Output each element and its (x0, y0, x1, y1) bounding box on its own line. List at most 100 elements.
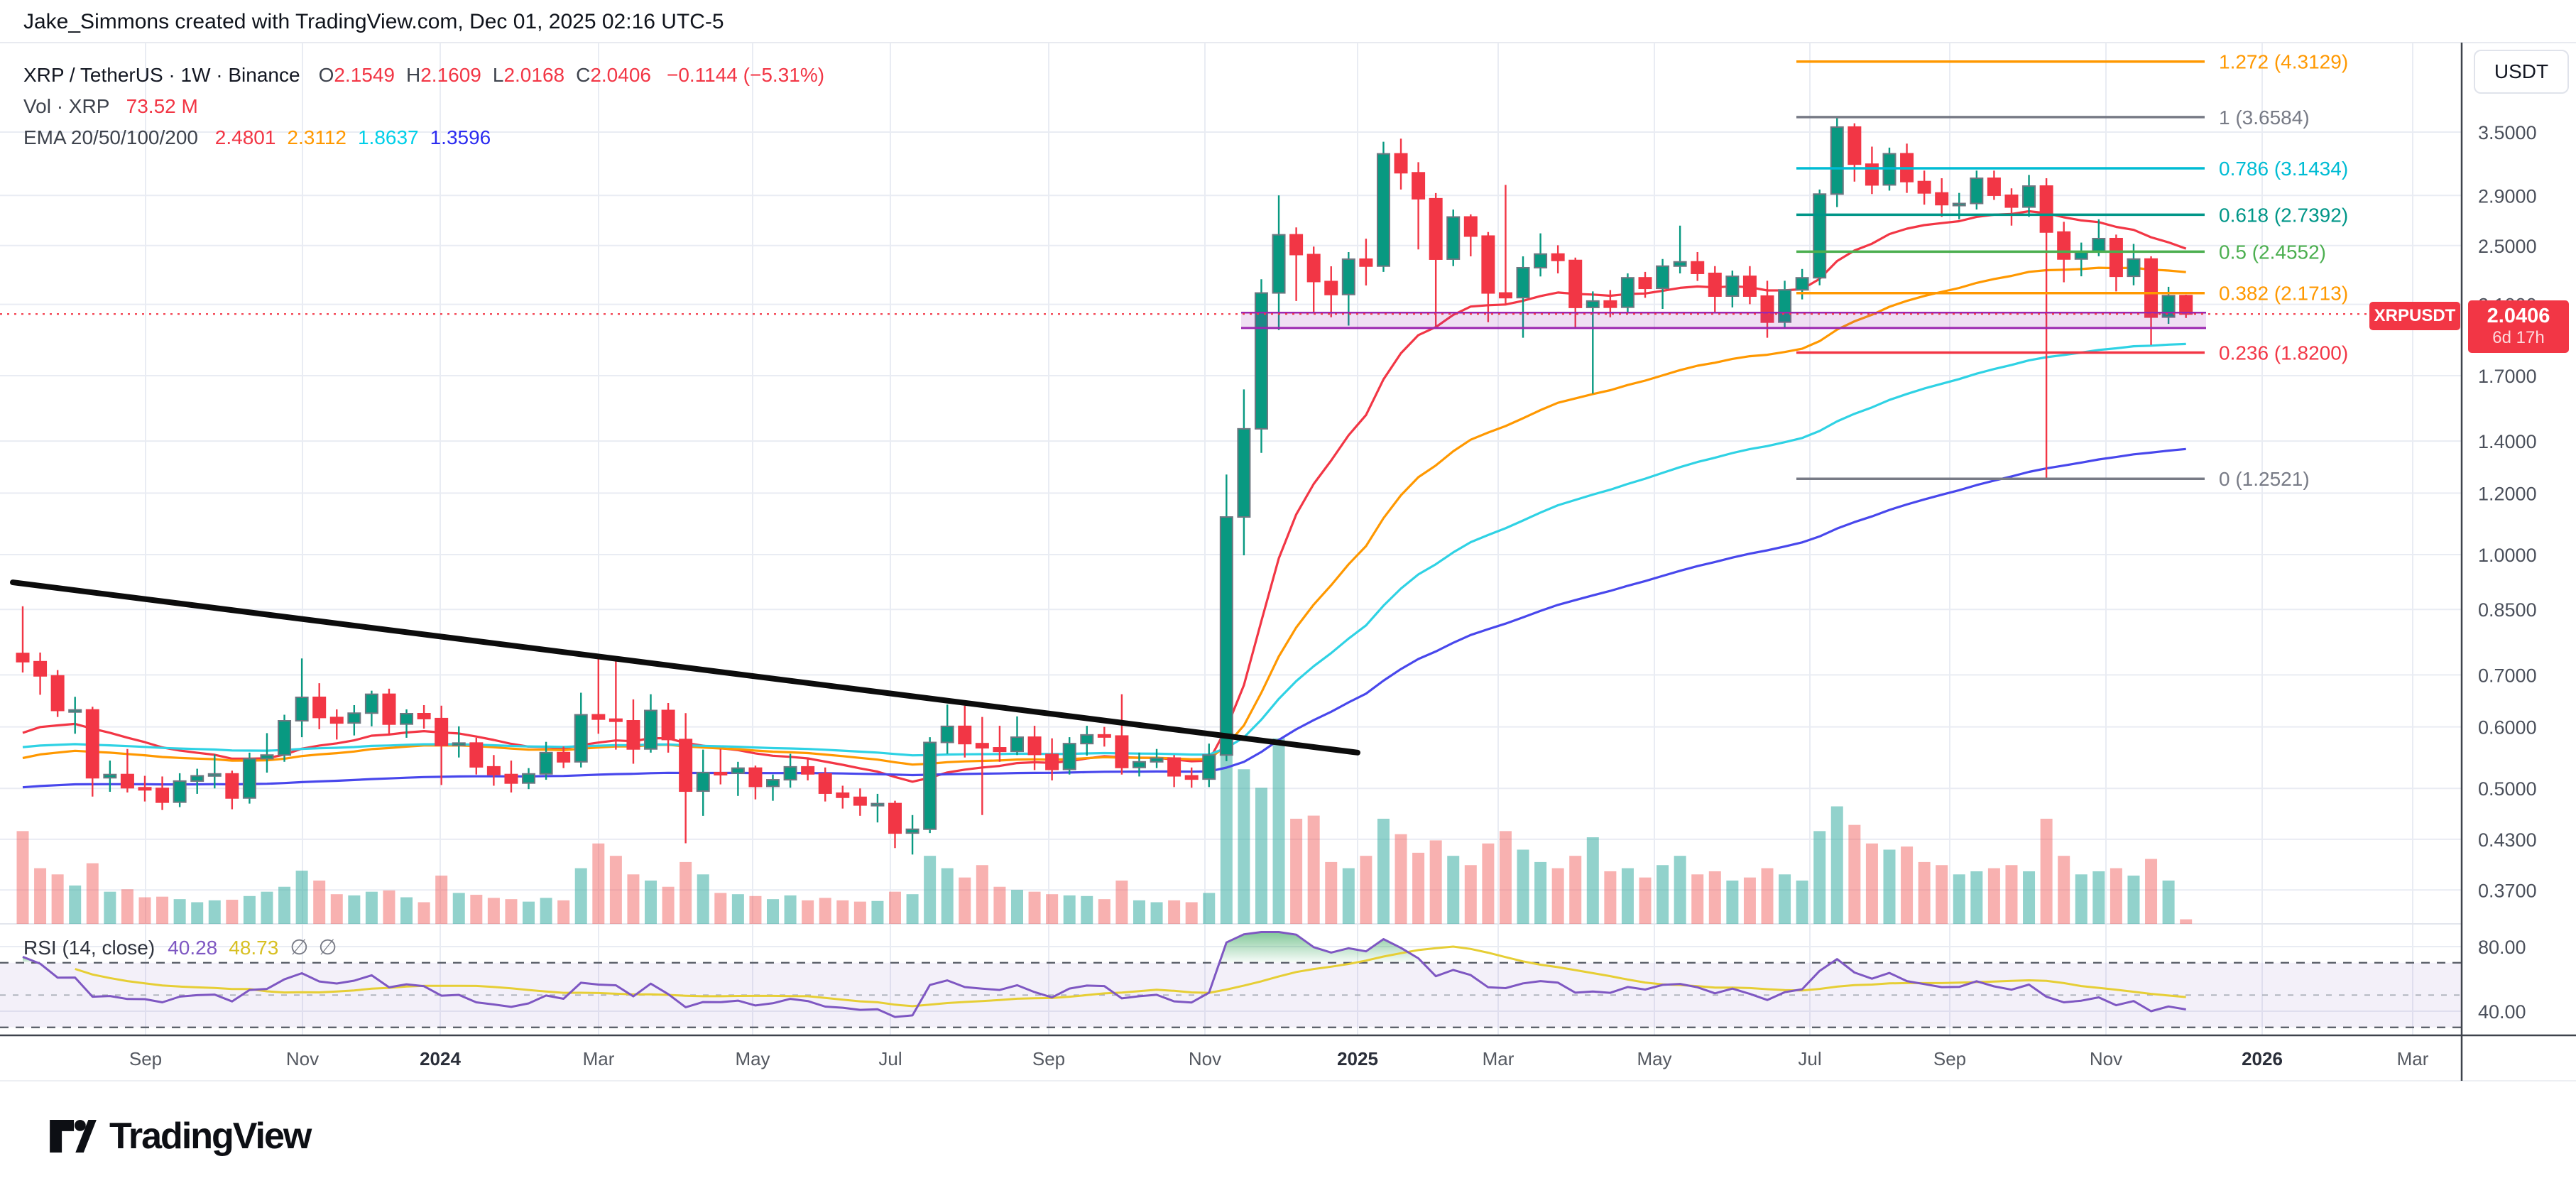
candle-body (940, 725, 954, 743)
volume-bar (574, 868, 587, 924)
candle-body (1324, 280, 1338, 295)
volume-bar (1936, 865, 1948, 924)
volume-bar (348, 895, 361, 924)
volume-bar (261, 891, 273, 924)
volume-bar (557, 900, 570, 924)
ema-layer (22, 209, 2187, 789)
candle-body (905, 828, 919, 834)
volume-bar (697, 874, 709, 924)
candle-body (68, 709, 82, 713)
volume-bar (104, 891, 116, 924)
volume-bar (278, 886, 291, 924)
candle-body (486, 766, 501, 775)
volume-bar (1586, 837, 1599, 924)
candle-body (539, 751, 553, 775)
price-tick-label: 3.5000 (2478, 122, 2537, 143)
volume-bar (365, 891, 378, 924)
volume-bar (1046, 894, 1059, 924)
volume-bar (627, 874, 640, 924)
volume-bar (313, 881, 326, 924)
volume-bar (714, 893, 727, 924)
candle-body (748, 767, 763, 788)
candle-body (1935, 192, 1949, 206)
trendline[interactable] (10, 579, 1360, 756)
candle-body (1341, 258, 1355, 295)
volume-bar (1813, 831, 1826, 924)
candle-body (1062, 743, 1076, 770)
time-axis-labels: Sep Nov 2024 Mar May Jul Sep Nov 2025 Mar May Jul Se… (129, 1048, 2429, 1069)
time-tick-label: May (735, 1048, 770, 1069)
support-zone[interactable] (1241, 312, 2206, 329)
close-label: C (576, 64, 591, 86)
candle-body (1306, 254, 1321, 283)
candle-body (1917, 180, 1931, 194)
volume-bar (1115, 881, 1128, 924)
candle-body (1027, 736, 1042, 756)
candle-body (16, 653, 30, 663)
volume-bar (1796, 881, 1808, 924)
candle-body (1795, 277, 1809, 291)
rsi-ma-line (75, 945, 2186, 1008)
time-tick-label: Nov (286, 1048, 319, 1069)
ema-values: 2.4801 2.3112 1.8637 1.3596 (204, 126, 491, 148)
candle-body (679, 739, 693, 792)
candle-body (923, 741, 937, 830)
volume-bar (452, 893, 465, 924)
fib-level-label: 0.382 (2.1713) (2219, 283, 2348, 305)
volume-bar (2023, 871, 2036, 924)
candle-body (469, 742, 484, 768)
volume-bar (1970, 871, 1983, 924)
volume-bar (1203, 893, 1216, 924)
fib-layer[interactable]: 1.272 (4.3129) 1 (3.6584) 0.786 (3.1434) 0.… (1796, 51, 2348, 490)
price-tick-label: 1.2000 (2478, 483, 2537, 504)
volume-bar (1395, 834, 1407, 924)
rsi-overbought-fill (1219, 932, 1423, 963)
volume-bar (2075, 874, 2087, 924)
candle-body (1167, 757, 1181, 777)
volume-bar (1918, 861, 1931, 924)
candle-body (1673, 261, 1687, 267)
candle-body (155, 788, 170, 803)
candle-body (975, 743, 989, 749)
volume-bar (1325, 861, 1338, 924)
volume-bar (941, 868, 954, 924)
volume-bar (86, 863, 99, 924)
volume-bar (1987, 868, 2000, 924)
candle-body (1446, 216, 1461, 260)
volume-bar (1901, 846, 1914, 924)
candle-body (1848, 126, 1862, 165)
volume-bar (645, 881, 657, 924)
candle-body (626, 720, 640, 750)
volume-bar (1761, 868, 1774, 924)
chart-legend: XRP / TetherUS · 1W · Binance O2.1549 H2.1… (23, 60, 836, 153)
candle-body (1725, 276, 1740, 297)
volume-bar (1953, 874, 1965, 924)
candle-body (1620, 277, 1634, 308)
time-tick-label: Sep (1933, 1048, 1966, 1069)
volume-bar (1657, 865, 1669, 924)
usdt-button[interactable]: USDT (2474, 50, 2569, 94)
volume-bar (1534, 861, 1547, 924)
ema-label: EMA 20/50/100/200 (23, 126, 198, 148)
volume-bar (1220, 732, 1233, 924)
time-tick-label: Nov (2090, 1048, 2122, 1069)
candle-body (1568, 259, 1583, 308)
candle-body (452, 742, 466, 746)
candle-body (1115, 735, 1129, 768)
candle-body (382, 693, 396, 725)
candle-body (1202, 754, 1216, 780)
tradingview-logo[interactable]: TradingView (50, 1115, 312, 1157)
candle-body (2022, 185, 2036, 208)
last-price-value: 2.0406 (2487, 305, 2550, 327)
ema-200-line (22, 447, 2186, 789)
volume-bar (767, 899, 780, 924)
price-tick-label: 1.0000 (2478, 545, 2537, 566)
volume-bar (1447, 856, 1460, 924)
time-axis[interactable] (0, 1037, 2462, 1079)
candle-body (608, 718, 623, 722)
price-axis[interactable] (2463, 43, 2576, 1035)
volume-bar (1482, 843, 1495, 924)
candle-body (2004, 194, 2019, 208)
